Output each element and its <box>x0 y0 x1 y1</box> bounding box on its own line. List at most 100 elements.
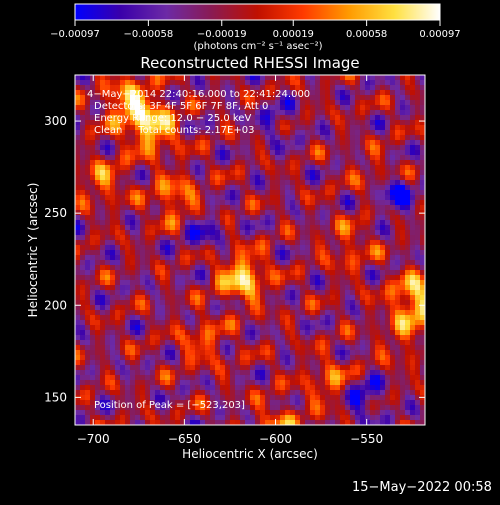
image-pixel <box>100 335 106 341</box>
image-pixel <box>105 215 111 221</box>
image-pixel <box>165 75 171 81</box>
image-pixel <box>110 185 116 191</box>
image-pixel <box>325 340 331 346</box>
image-pixel <box>115 350 121 356</box>
image-pixel <box>410 110 416 116</box>
image-pixel <box>220 285 226 291</box>
image-pixel <box>245 255 251 261</box>
image-pixel <box>340 150 346 156</box>
image-pixel <box>205 200 211 206</box>
image-pixel <box>265 135 271 141</box>
image-pixel <box>365 255 371 261</box>
image-pixel <box>125 315 131 321</box>
image-pixel <box>380 235 386 241</box>
image-pixel <box>355 105 361 111</box>
image-pixel <box>235 415 241 421</box>
image-pixel <box>125 190 131 196</box>
image-pixel <box>100 75 106 81</box>
image-pixel <box>230 320 236 326</box>
image-pixel <box>380 120 386 126</box>
image-pixel <box>235 130 241 136</box>
image-pixel <box>175 180 181 186</box>
image-pixel <box>380 230 386 236</box>
image-pixel <box>325 205 331 211</box>
image-pixel <box>265 330 271 336</box>
image-pixel <box>185 420 191 425</box>
image-pixel <box>200 415 206 421</box>
image-pixel <box>145 205 151 211</box>
image-pixel <box>270 305 276 311</box>
image-pixel <box>230 160 236 166</box>
image-pixel <box>265 365 271 371</box>
image-pixel <box>375 225 381 231</box>
image-pixel <box>85 110 91 116</box>
image-pixel <box>305 415 311 421</box>
image-pixel <box>250 375 256 381</box>
image-pixel <box>275 175 281 181</box>
image-pixel <box>350 345 356 351</box>
image-pixel <box>180 145 186 151</box>
image-pixel <box>345 315 351 321</box>
image-pixel <box>400 310 406 316</box>
image-pixel <box>90 290 96 296</box>
image-pixel <box>260 105 266 111</box>
image-pixel <box>320 410 326 416</box>
image-pixel <box>315 365 321 371</box>
image-pixel <box>410 105 416 111</box>
image-pixel <box>320 380 326 386</box>
image-pixel <box>325 220 331 226</box>
image-pixel <box>380 380 386 386</box>
image-pixel <box>370 220 376 226</box>
image-pixel <box>145 145 151 151</box>
image-pixel <box>395 220 401 226</box>
image-pixel <box>300 355 306 361</box>
image-pixel <box>405 80 411 86</box>
image-pixel <box>105 395 111 401</box>
image-pixel <box>325 255 331 261</box>
image-pixel <box>160 125 166 131</box>
image-pixel <box>305 90 311 96</box>
image-pixel <box>185 305 191 311</box>
image-pixel <box>240 315 246 321</box>
image-pixel <box>120 295 126 301</box>
image-pixel <box>215 175 221 181</box>
image-pixel <box>230 350 236 356</box>
image-pixel <box>315 270 321 276</box>
image-pixel <box>260 295 266 301</box>
image-pixel <box>300 315 306 321</box>
image-pixel <box>295 220 301 226</box>
image-pixel <box>415 185 421 191</box>
image-pixel <box>130 195 136 201</box>
image-pixel <box>260 240 266 246</box>
image-pixel <box>370 95 376 101</box>
image-pixel <box>235 120 241 126</box>
image-pixel <box>250 320 256 326</box>
image-pixel <box>170 400 176 406</box>
image-pixel <box>265 125 271 131</box>
image-pixel <box>350 140 356 146</box>
image-pixel <box>125 115 131 121</box>
image-pixel <box>400 300 406 306</box>
image-pixel <box>265 285 271 291</box>
image-pixel <box>255 400 261 406</box>
image-pixel <box>160 350 166 356</box>
image-pixel <box>395 420 401 425</box>
image-pixel <box>295 80 301 86</box>
image-pixel <box>170 145 176 151</box>
image-pixel <box>90 125 96 131</box>
image-pixel <box>205 265 211 271</box>
image-pixel <box>225 240 231 246</box>
image-pixel <box>80 300 86 306</box>
image-pixel <box>140 85 146 91</box>
image-pixel <box>250 270 256 276</box>
image-pixel <box>245 380 251 386</box>
image-pixel <box>235 115 241 121</box>
image-pixel <box>130 155 136 161</box>
image-pixel <box>215 295 221 301</box>
image-pixel <box>170 120 176 126</box>
image-pixel <box>175 285 181 291</box>
image-pixel <box>365 330 371 336</box>
image-pixel <box>160 250 166 256</box>
image-pixel <box>340 135 346 141</box>
image-pixel <box>110 90 116 96</box>
